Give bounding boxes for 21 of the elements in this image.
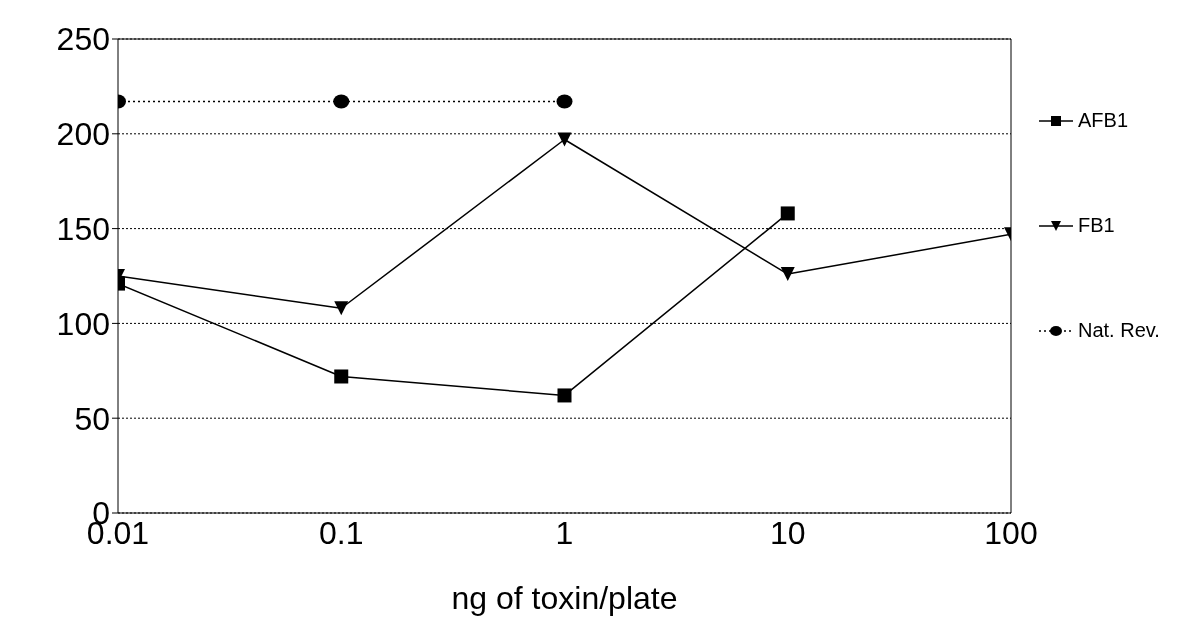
point — [556, 94, 573, 109]
x-axis-title: ng of toxin/plate — [451, 580, 678, 616]
y-tick-label: 100 — [56, 305, 110, 342]
point — [334, 301, 349, 316]
x-tick-label: 0.1 — [319, 514, 364, 551]
point — [780, 206, 795, 221]
y-tick-label: 50 — [74, 400, 110, 437]
point — [780, 267, 795, 282]
y-tick-label: 150 — [56, 210, 110, 247]
legend-label: AFB1 — [1078, 109, 1129, 132]
legend-label: FB1 — [1078, 214, 1115, 237]
y-tick-label: 250 — [56, 21, 110, 58]
y-tick-label: 200 — [56, 116, 110, 153]
point — [557, 132, 572, 147]
point — [557, 388, 572, 403]
point — [333, 94, 350, 109]
x-tick-label: 1 — [555, 514, 574, 551]
point — [334, 369, 349, 384]
x-tick-label: 100 — [984, 514, 1038, 551]
legend-label: Nat. Rev. — [1078, 319, 1160, 342]
x-tick-label: 10 — [769, 514, 806, 551]
